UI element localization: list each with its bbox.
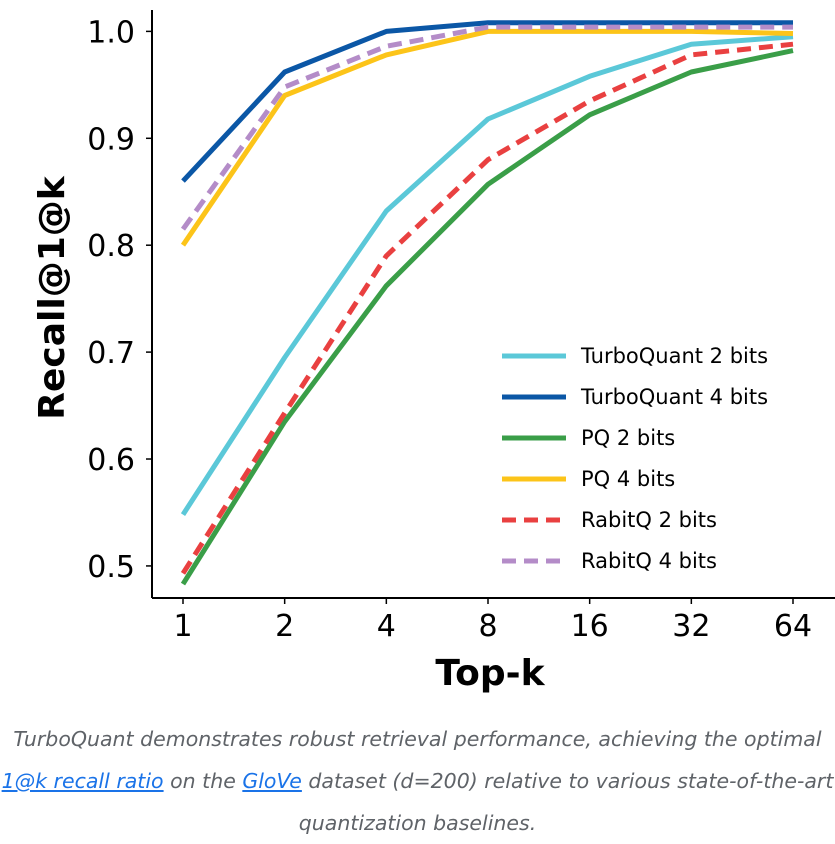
series-line-pq-2-bits: [180, 48, 794, 586]
legend-label-pq-2-bits: PQ 2 bits: [581, 426, 675, 450]
x-axis-title: Top-k: [435, 653, 545, 694]
axes: [151, 10, 835, 599]
legend-label-pq-4-bits: PQ 4 bits: [581, 467, 675, 491]
y-axis-title: Recall@1@k: [32, 175, 73, 419]
legend-label-turboquant-4-bits: TurboQuant 4 bits: [580, 385, 768, 409]
series-line-turboquant-2-bits: [180, 34, 794, 516]
x-tick-label: 1: [173, 609, 192, 644]
x-tick-label: 16: [571, 609, 609, 644]
legend-label-rabitq-2-bits: RabitQ 2 bits: [581, 508, 717, 532]
x-tick-label: 8: [478, 609, 497, 644]
legend-label-turboquant-2-bits: TurboQuant 2 bits: [580, 344, 768, 368]
y-tick-labels: 0.5 0.6 0.7 0.8 0.9 1.0: [87, 15, 152, 585]
y-tick-label: 0.5: [87, 550, 135, 585]
glove-link[interactable]: GloVe: [242, 769, 302, 793]
y-tick-label: 0.7: [87, 336, 135, 371]
x-tick-labels: 1 2 4 8 16 32 64: [173, 598, 812, 644]
series-line-pq-4-bits: [180, 28, 794, 247]
y-tick-label: 1.0: [87, 15, 135, 50]
y-tick-label: 0.8: [87, 229, 135, 264]
legend-label-rabitq-4-bits: RabitQ 4 bits: [581, 549, 717, 573]
recall-ratio-link[interactable]: 1@k recall ratio: [1, 769, 164, 793]
chart-container: 0.5 0.6 0.7 0.8 0.9 1.0 1 2 4 8 16 32 64 TurboQuant…: [32, 10, 835, 694]
series-line-rabitq-2-bits: [180, 41, 794, 575]
x-tick-label: 32: [672, 609, 710, 644]
line-chart: 0.5 0.6 0.7 0.8 0.9 1.0 1 2 4 8 16 32 64 TurboQuant…: [32, 10, 835, 694]
caption-text-3: dataset (d=200) relative to various stat…: [298, 769, 834, 835]
series-lines: [180, 20, 794, 586]
caption-text-1: TurboQuant demonstrates robust retrieval…: [13, 727, 822, 751]
y-tick-label: 0.9: [87, 122, 135, 157]
figure-caption: TurboQuant demonstrates robust retrieval…: [0, 718, 835, 844]
x-tick-label: 4: [377, 609, 396, 644]
series-line-turboquant-4-bits: [181, 20, 793, 183]
legend: TurboQuant 2 bits TurboQuant 4 bits PQ 2 b…: [502, 344, 768, 573]
caption-text-2: on the: [163, 769, 243, 793]
series-line-rabitq-4-bits: [180, 24, 793, 231]
y-tick-label: 0.6: [87, 443, 135, 478]
x-tick-label: 64: [774, 609, 812, 644]
x-tick-label: 2: [275, 609, 294, 644]
